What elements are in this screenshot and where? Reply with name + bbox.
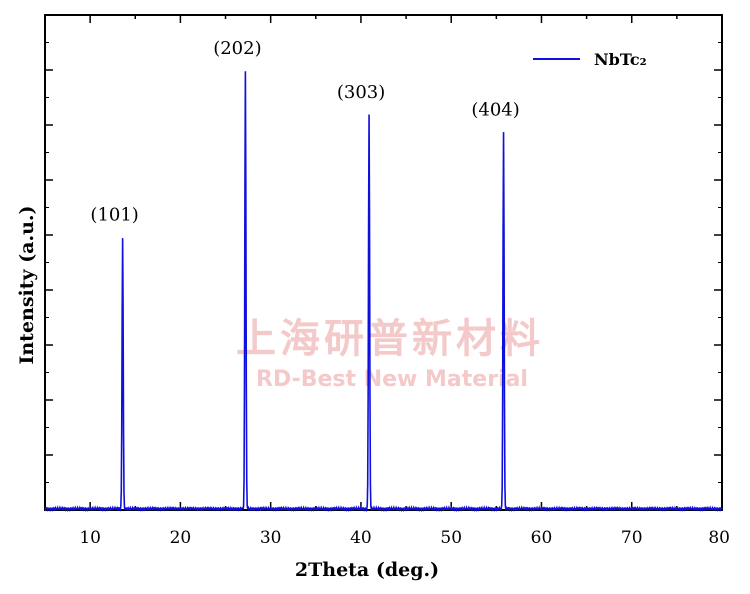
peak-labels: (101) (202) (303) (404) bbox=[90, 38, 519, 225]
x-tick-label: 40 bbox=[350, 528, 372, 548]
y-axis-title: Intensity (a.u.) bbox=[16, 205, 38, 364]
x-tick-label: 20 bbox=[170, 528, 192, 548]
peak-label: (303) bbox=[337, 82, 385, 103]
watermark-chinese: 上海研普新材料 bbox=[236, 316, 544, 362]
watermark-english: RD-Best New Material bbox=[256, 367, 528, 392]
x-tick-label: 10 bbox=[79, 528, 101, 548]
legend: NbTc₂ bbox=[533, 50, 647, 69]
x-tick-label: 60 bbox=[531, 528, 553, 548]
x-axis-title: 2Theta (deg.) bbox=[295, 559, 439, 581]
x-axis-ticks: 10 20 30 40 50 60 70 80 bbox=[44, 15, 730, 548]
peak-label: (101) bbox=[90, 204, 138, 225]
series-line-nbtc2 bbox=[44, 71, 723, 513]
x-tick-label: 70 bbox=[621, 528, 643, 548]
x-tick-label: 50 bbox=[440, 528, 462, 548]
peak-label: (404) bbox=[471, 99, 519, 120]
series-layer bbox=[44, 71, 723, 513]
y-axis-ticks bbox=[45, 14, 722, 511]
peak-label: (202) bbox=[213, 38, 261, 59]
legend-label: NbTc₂ bbox=[594, 50, 647, 69]
watermark: 上海研普新材料 RD-Best New Material bbox=[236, 316, 544, 392]
x-tick-label: 80 bbox=[708, 528, 730, 548]
x-tick-label: 30 bbox=[260, 528, 282, 548]
